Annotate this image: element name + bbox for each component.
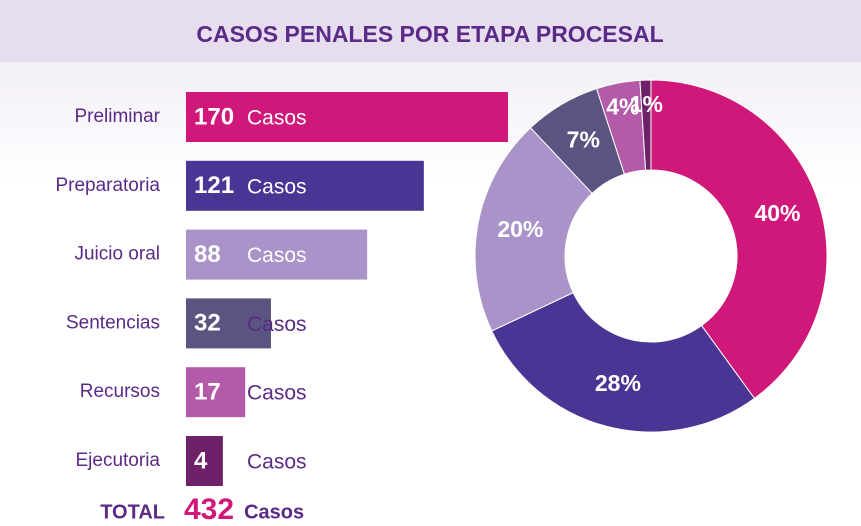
unit-label: Casos <box>247 244 307 267</box>
category-label: Ejecutoria <box>76 450 161 471</box>
slice-label: 28% <box>595 370 641 396</box>
bar <box>186 229 368 280</box>
unit-label: Casos <box>247 313 307 336</box>
donut-slice <box>491 291 756 433</box>
donut-slice <box>474 126 593 332</box>
total-value: 432 <box>184 493 234 526</box>
value-label: 4 <box>194 447 208 474</box>
value-label: 17 <box>194 379 221 406</box>
donut-slice <box>639 79 652 171</box>
unit-label: Casos <box>247 451 307 474</box>
header-band <box>0 0 861 62</box>
category-label: Preparatoria <box>55 175 160 196</box>
slice-label: 4% <box>606 94 639 120</box>
slice-label: 7% <box>567 127 600 153</box>
unit-label: Casos <box>247 107 307 130</box>
category-label: Preliminar <box>74 106 160 127</box>
category-label: Juicio oral <box>74 244 160 265</box>
value-label: 88 <box>194 241 221 268</box>
slice-label: 40% <box>754 200 800 226</box>
total-label: TOTAL <box>100 501 165 523</box>
unit-label: Casos <box>247 175 307 198</box>
chart-title: CASOS PENALES POR ETAPA PROCESAL <box>196 21 663 47</box>
unit-label: Casos <box>247 382 307 405</box>
value-label: 170 <box>194 103 234 130</box>
bar <box>186 367 246 418</box>
total-unit: Casos <box>244 501 304 523</box>
category-label: Sentencias <box>66 312 160 333</box>
value-label: 32 <box>194 310 221 337</box>
bar <box>186 436 223 486</box>
slice-label: 1% <box>630 91 663 117</box>
slice-label: 20% <box>497 216 543 242</box>
category-label: Recursos <box>80 381 160 402</box>
donut-slice <box>650 79 828 400</box>
bar <box>186 298 271 349</box>
value-label: 121 <box>194 172 234 199</box>
bar <box>186 160 424 211</box>
bar <box>186 92 508 142</box>
